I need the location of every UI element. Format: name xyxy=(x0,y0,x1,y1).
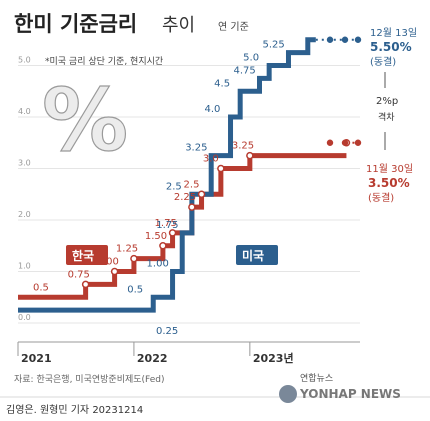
percent-decoration: % xyxy=(42,71,128,171)
us-value-label: 1.00 xyxy=(147,259,169,270)
korea-point xyxy=(188,203,196,211)
us-point xyxy=(341,36,349,43)
kr-end-date: 11월 30일 xyxy=(366,163,413,175)
korea-value-label: 1.75 xyxy=(155,218,177,229)
gap-label: 격차 xyxy=(378,111,395,123)
us-value-label: 4.75 xyxy=(234,65,256,76)
us-end-date: 12월 13일 xyxy=(370,27,417,39)
korea-point xyxy=(354,139,362,146)
kr-end-status: (동결) xyxy=(368,192,394,204)
source-note: 자료: 한국은행, 미국연방준비제도(Fed) xyxy=(14,373,165,385)
logo-korean: 연합뉴스 xyxy=(300,373,333,384)
us-value-label: 0.5 xyxy=(127,284,143,295)
us-point xyxy=(326,36,334,43)
korea-point xyxy=(130,254,138,263)
x-tick-label: 2022 xyxy=(137,352,168,365)
us-value-label: 1.75 xyxy=(156,220,178,231)
yonhap-logo-icon xyxy=(279,385,297,403)
korea-value-label: 0.5 xyxy=(33,282,49,293)
korea-value-label: 2.25 xyxy=(174,192,196,203)
korea-line xyxy=(18,153,347,300)
legend-korea-label: 한국 xyxy=(72,248,94,263)
korea-point xyxy=(326,139,334,146)
us-value-label: 0.25 xyxy=(156,326,178,337)
y-tick-label: 3.0 xyxy=(18,159,31,168)
y-tick-label: 2.0 xyxy=(18,210,31,219)
us-point xyxy=(354,36,362,43)
logo-english: YONHAP NEWS xyxy=(299,387,401,401)
korea-value-label: 3.0 xyxy=(203,154,219,165)
kr-end-rate: 3.50% xyxy=(368,176,410,190)
legend-korea-box xyxy=(66,245,108,265)
legend-us-label: 미국 xyxy=(242,248,264,263)
korea-point xyxy=(341,139,349,146)
korea-value-label: 1.50 xyxy=(145,231,167,242)
korea-point xyxy=(110,267,119,276)
korea-point xyxy=(81,280,90,289)
us-value-label: 2.5 xyxy=(166,181,182,192)
korea-value-label: 0.75 xyxy=(68,269,90,280)
us-end-rate: 5.50% xyxy=(370,40,412,54)
us-line xyxy=(18,37,316,313)
korea-point xyxy=(197,190,206,198)
korea-value-label: 2.5 xyxy=(184,179,200,190)
x-tick-label: 2023년 xyxy=(253,351,294,365)
title-light: 추이 xyxy=(162,15,195,36)
x-tick-label: 2021 xyxy=(21,352,52,365)
y-tick-label: 4.0 xyxy=(18,107,31,116)
korea-point xyxy=(159,242,167,250)
chart-note: *미국 금리 상단 기준, 현지시간 xyxy=(45,56,163,67)
unit-label: 연 기준 xyxy=(218,21,249,33)
us-value-label: 5.25 xyxy=(262,40,284,51)
korea-point xyxy=(217,164,225,173)
y-tick-label: 1.0 xyxy=(18,262,31,271)
title-bold: 한미 기준금리 xyxy=(14,12,137,36)
us-value-label: 4.5 xyxy=(214,78,230,89)
gap-value: 2%p xyxy=(376,96,398,107)
korea-value-label: 3.25 xyxy=(232,141,254,152)
us-value-label: 5.0 xyxy=(243,53,259,64)
us-value-label: 3.25 xyxy=(185,143,207,154)
korea-value-label: 1.25 xyxy=(116,244,138,255)
korea-point xyxy=(246,151,254,160)
y-tick-label: 0.0 xyxy=(18,313,31,322)
legend-us-box xyxy=(236,245,278,265)
korea-point xyxy=(168,229,177,237)
us-value-label: 4.0 xyxy=(205,104,221,115)
us-end-status: (동결) xyxy=(370,56,396,68)
y-tick-label: 5.0 xyxy=(18,56,31,65)
credit-line: 김영은. 원형민 기자 20231214 xyxy=(6,404,143,416)
